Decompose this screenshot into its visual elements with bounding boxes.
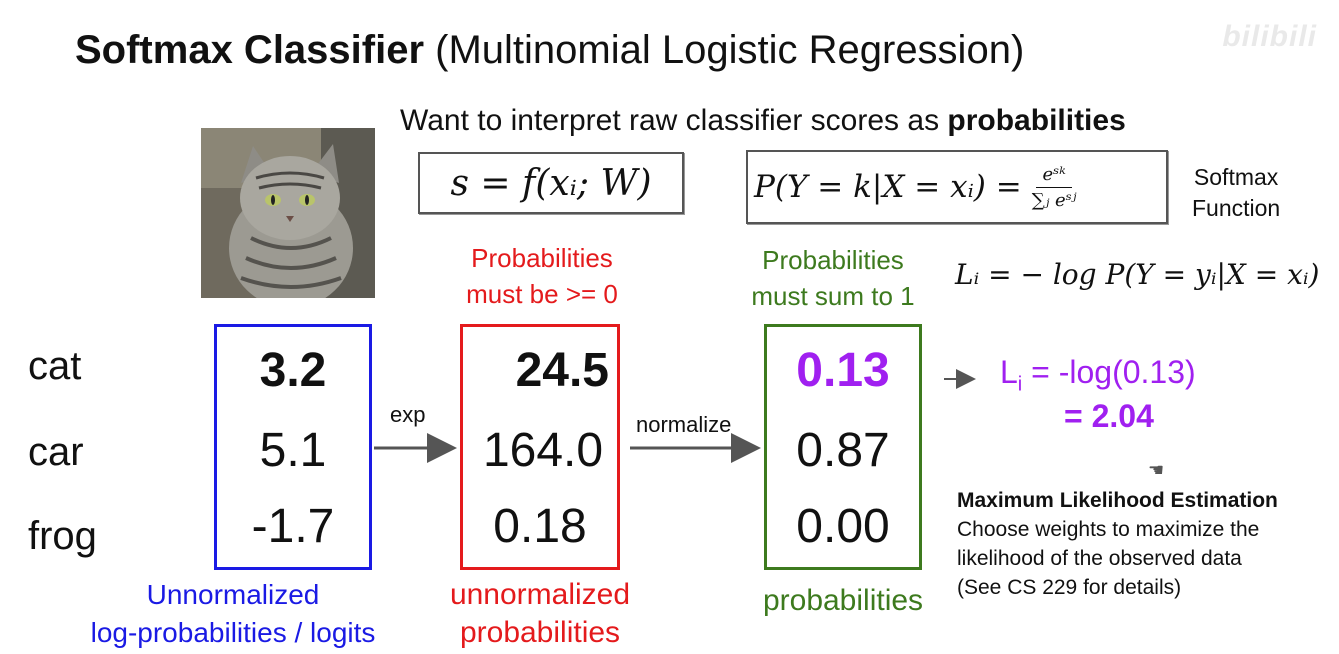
class-label-cat: cat [28, 344, 82, 388]
unnormalized-probs-caption: unnormalized probabilities [449, 578, 631, 649]
sum-to-one-note: Probabilities must sum to 1 [751, 245, 915, 311]
logits-column: 3.2 5.1 -1.7 [214, 324, 372, 570]
mle-note: Maximum Likelihood Estimation Choose wei… [957, 489, 1278, 599]
logits-caption: Unnormalized log-probabilities / logits [90, 579, 376, 648]
exp-column: 24.5 164.0 0.18 [460, 324, 620, 570]
softmax-formula: P(Y = k|X = xᵢ) = eˢᵏ ∑ⱼ eˢʲ [746, 150, 1168, 224]
probs-caption: probabilities [762, 584, 924, 617]
logit-cat: 3.2 [259, 344, 327, 397]
subtitle: Want to interpret raw classifier scores … [400, 104, 1126, 137]
softmax-fraction: eˢᵏ ∑ⱼ eˢʲ [1032, 164, 1077, 211]
nonneg-note: Probabilities must be >= 0 [466, 243, 618, 309]
normalize-arrow-label: normalize [636, 412, 732, 437]
loss-value: = 2.04 [1064, 398, 1154, 434]
score-formula: s = f(xᵢ; W) [418, 152, 684, 214]
loss-computation: Li = -log(0.13) [1000, 354, 1196, 396]
exp-cat: 24.5 [515, 344, 609, 397]
prob-frog: 0.00 [796, 500, 890, 553]
softmax-formula-lhs: P(Y = k|X = xᵢ) = [754, 169, 1022, 205]
softmax-denominator: ∑ⱼ eˢʲ [1031, 189, 1077, 211]
softmax-function-label: Softmax Function [1192, 164, 1281, 221]
exp-car: 164.0 [482, 424, 604, 477]
class-label-car: car [28, 430, 84, 474]
class-label-frog: frog [28, 514, 97, 558]
hand-cursor-icon: ☚ [1148, 460, 1165, 480]
cat-image [201, 128, 375, 298]
prob-cat: 0.13 [796, 344, 890, 397]
logit-car: 5.1 [259, 424, 327, 477]
logit-frog: -1.7 [251, 500, 335, 553]
prob-car: 0.87 [796, 424, 890, 477]
softmax-numerator: eˢᵏ [1036, 164, 1072, 188]
exp-frog: 0.18 [493, 500, 587, 553]
slide-title: Softmax Classifier (Multinomial Logistic… [75, 28, 1025, 72]
mle-heading: Maximum Likelihood Estimation [957, 489, 1278, 512]
loss-formula: Lᵢ = − log P(Y = yᵢ|X = xᵢ) [955, 258, 1320, 291]
probs-column: 0.13 0.87 0.00 [764, 324, 922, 570]
watermark-logo: bilibili [1222, 20, 1317, 53]
exp-arrow-label: exp [390, 402, 426, 427]
